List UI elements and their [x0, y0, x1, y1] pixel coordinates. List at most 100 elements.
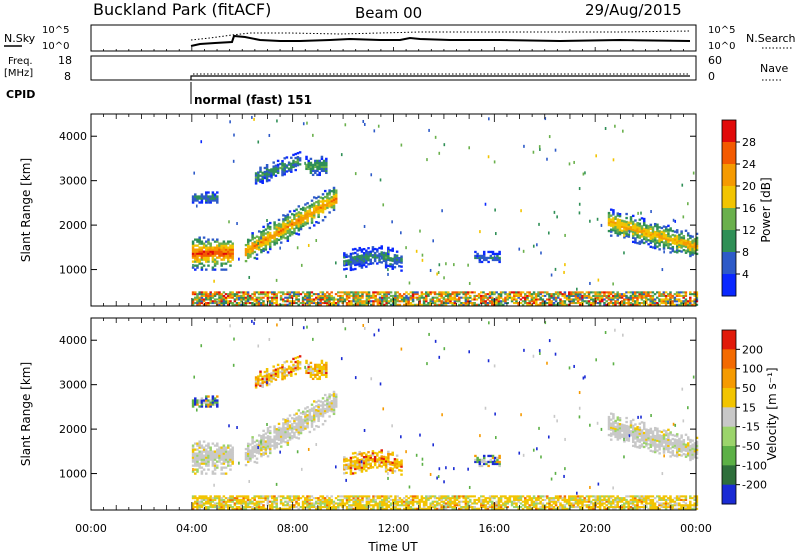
power-cell — [282, 232, 285, 235]
power-cell — [294, 168, 297, 172]
power-cell — [631, 224, 635, 228]
velocity-cell — [323, 506, 327, 509]
power-cell — [400, 265, 403, 268]
velocity-cell — [242, 502, 245, 505]
velocity-cell — [341, 502, 344, 505]
velocity-cell — [200, 405, 204, 408]
power-cell — [428, 128, 430, 132]
power-cell — [231, 244, 234, 247]
power-cell — [583, 300, 586, 303]
power-cell — [572, 302, 575, 305]
power-cell — [352, 291, 355, 294]
power-cell — [664, 230, 668, 233]
power-cell — [598, 294, 602, 297]
velocity-cell — [220, 448, 223, 451]
power-cell — [202, 256, 206, 259]
power-cell — [266, 243, 270, 246]
velocity-cell — [288, 434, 292, 437]
power-cell — [647, 303, 650, 306]
velocity-cell — [194, 502, 197, 505]
velocity-cell — [196, 444, 199, 447]
velocity-cell — [662, 441, 666, 444]
power-cell — [235, 294, 239, 297]
power-cell — [326, 294, 329, 297]
velocity-cell — [274, 370, 278, 373]
velocity-cell — [667, 444, 670, 447]
power-cell — [592, 298, 595, 301]
power-cell — [482, 294, 485, 297]
velocity-cell — [253, 454, 257, 458]
velocity-cell — [268, 437, 272, 441]
velocity-cell — [384, 466, 388, 469]
power-cell — [261, 181, 264, 185]
power-cell — [318, 161, 321, 165]
velocity-cell — [222, 500, 226, 503]
power-cell — [609, 293, 613, 296]
power-cell — [376, 256, 379, 259]
velocity-cell — [274, 378, 278, 381]
velocity-cell — [691, 451, 694, 454]
power-cell — [416, 291, 419, 294]
power-cell — [651, 291, 655, 294]
velocity-cell — [312, 418, 316, 421]
velocity-cell — [680, 454, 683, 457]
power-cell — [393, 262, 397, 265]
velocity-cell — [275, 430, 279, 433]
velocity-cell — [321, 405, 325, 408]
power-cell — [482, 300, 485, 303]
velocity-cell — [244, 451, 248, 455]
velocity-cell — [282, 502, 285, 505]
power-cell — [678, 245, 681, 249]
power-cell — [251, 246, 254, 249]
velocity-cell — [277, 434, 281, 438]
power-cell — [358, 264, 361, 268]
power-cell — [200, 300, 204, 303]
velocity-cell — [427, 495, 430, 498]
power-cell — [623, 228, 626, 231]
power-cell — [310, 219, 314, 222]
velocity-cell — [196, 399, 199, 402]
velocity-cell — [627, 431, 631, 434]
power-cell — [196, 254, 199, 257]
power-cell — [625, 216, 628, 220]
velocity-cell — [620, 427, 624, 430]
velocity-cell — [691, 453, 694, 456]
velocity-cell — [209, 497, 212, 500]
power-cell — [205, 296, 208, 299]
power-cell — [618, 294, 622, 297]
power-cell — [209, 201, 212, 204]
power-cell — [354, 261, 357, 265]
power-cell — [673, 303, 677, 306]
velocity-cell — [354, 463, 357, 467]
power-cell — [460, 303, 463, 306]
power-cell — [281, 162, 284, 165]
velocity-cell — [328, 397, 331, 400]
power-cell — [427, 294, 430, 297]
power-cell — [498, 250, 501, 254]
velocity-cell — [409, 495, 413, 498]
power-cell — [370, 296, 373, 299]
power-cell — [458, 298, 461, 301]
power-cell — [387, 302, 391, 305]
velocity-cell — [498, 454, 501, 458]
power-cell — [207, 242, 210, 245]
power-cell — [194, 298, 197, 301]
velocity-cell — [260, 448, 263, 452]
velocity-cell — [211, 397, 215, 400]
power-cell — [607, 298, 611, 301]
power-cell — [254, 172, 258, 175]
velocity-cell — [211, 500, 215, 503]
velocity-cell — [277, 507, 281, 510]
power-cell — [246, 242, 250, 245]
velocity-cell — [279, 427, 283, 430]
velocity-cell — [207, 464, 210, 467]
power-cell — [373, 247, 377, 251]
velocity-cell — [286, 497, 289, 500]
velocity-cell — [356, 467, 359, 470]
velocity-cell — [211, 452, 215, 455]
power-cell — [354, 293, 358, 296]
power-cell — [684, 294, 688, 297]
velocity-cell — [356, 507, 360, 510]
velocity-cell — [229, 444, 232, 447]
velocity-cell — [202, 460, 206, 463]
